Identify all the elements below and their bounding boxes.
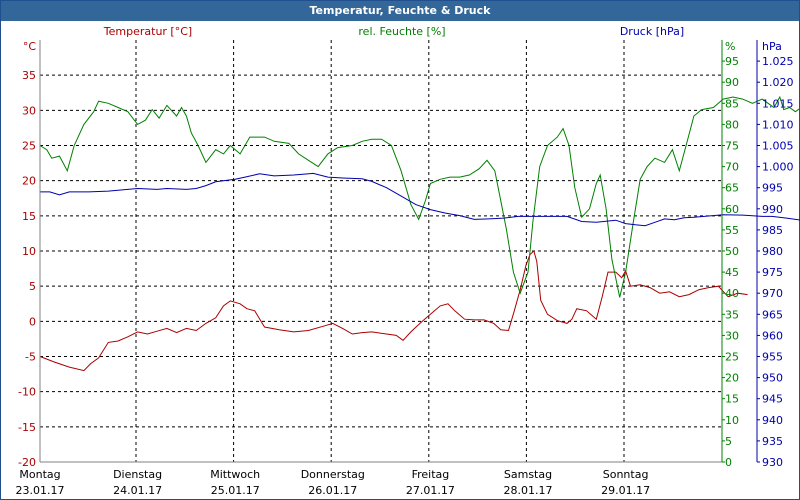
humidity-tick-label: 35 bbox=[725, 308, 739, 321]
temperature-tick-label: -5 bbox=[25, 351, 36, 364]
humidity-tick-label: 10 bbox=[725, 414, 739, 427]
humidity-tick-label: 90 bbox=[725, 76, 739, 89]
temperature-tick-label: 10 bbox=[22, 245, 36, 258]
temperature-tick-label: -10 bbox=[18, 386, 36, 399]
x-tick-day-label: Mittwoch bbox=[210, 468, 260, 481]
humidity-tick-label: 30 bbox=[725, 329, 739, 342]
x-tick-date-label: 28.01.17 bbox=[504, 484, 553, 497]
x-tick-day-label: Sonntag bbox=[603, 468, 649, 481]
x-tick-day-label: Donnerstag bbox=[301, 468, 365, 481]
pressure-tick-label: 1.015 bbox=[762, 97, 794, 110]
x-tick-date-label: 24.01.17 bbox=[113, 484, 162, 497]
pressure-tick-label: 965 bbox=[762, 308, 783, 321]
pressure-tick-label: 995 bbox=[762, 182, 783, 195]
window-title: Temperatur, Feuchte & Druck bbox=[1, 1, 799, 21]
temperature-axis-label: Temperatur [°C] bbox=[103, 25, 192, 38]
temperature-tick-label: 5 bbox=[29, 280, 36, 293]
pressure-tick-label: 940 bbox=[762, 414, 783, 427]
x-tick-day-label: Dienstag bbox=[113, 468, 162, 481]
temperature-tick-label: 20 bbox=[22, 175, 36, 188]
pressure-tick-label: 960 bbox=[762, 329, 783, 342]
humidity-tick-label: 85 bbox=[725, 97, 739, 110]
pressure-tick-label: 930 bbox=[762, 456, 783, 469]
pressure-tick-label: 955 bbox=[762, 351, 783, 364]
pressure-unit-label: hPa bbox=[762, 40, 782, 53]
pressure-tick-label: 980 bbox=[762, 245, 783, 258]
temperature-tick-label: 35 bbox=[22, 69, 36, 82]
x-tick-day-label: Freitag bbox=[412, 468, 450, 481]
x-tick-date-label: 27.01.17 bbox=[406, 484, 455, 497]
pressure-tick-label: 1.025 bbox=[762, 55, 794, 68]
humidity-tick-label: 40 bbox=[725, 287, 739, 300]
temperature-tick-label: 15 bbox=[22, 210, 36, 223]
grid bbox=[40, 40, 722, 462]
humidity-tick-label: 55 bbox=[725, 224, 739, 237]
pressure-tick-label: 1.010 bbox=[762, 118, 794, 131]
humidity-tick-label: 5 bbox=[725, 435, 732, 448]
humidity-tick-label: 65 bbox=[725, 182, 739, 195]
pressure-series-line bbox=[40, 172, 800, 227]
temperature-tick-label: -20 bbox=[18, 456, 36, 469]
pressure-tick-label: 970 bbox=[762, 287, 783, 300]
humidity-tick-label: 15 bbox=[725, 393, 739, 406]
humidity-unit-label: % bbox=[725, 40, 735, 53]
temperature-series-line bbox=[39, 250, 748, 372]
humidity-axis-label: rel. Feuchte [%] bbox=[358, 25, 445, 38]
humidity-tick-label: 50 bbox=[725, 245, 739, 258]
x-tick-date-label: 26.01.17 bbox=[308, 484, 357, 497]
x-tick-day-label: Montag bbox=[19, 468, 60, 481]
x-tick-date-label: 25.01.17 bbox=[211, 484, 260, 497]
humidity-tick-label: 60 bbox=[725, 203, 739, 216]
pressure-tick-label: 990 bbox=[762, 203, 783, 216]
series-lines bbox=[39, 95, 800, 372]
humidity-tick-label: 80 bbox=[725, 118, 739, 131]
humidity-tick-label: 75 bbox=[725, 140, 739, 153]
pressure-tick-label: 1.000 bbox=[762, 161, 794, 174]
x-tick-date-label: 23.01.17 bbox=[16, 484, 65, 497]
axis-labels: Temperatur [°C] rel. Feuchte [%] Druck [hP… bbox=[16, 25, 794, 497]
humidity-tick-label: 70 bbox=[725, 161, 739, 174]
pressure-tick-label: 1.005 bbox=[762, 140, 794, 153]
humidity-tick-label: 95 bbox=[725, 55, 739, 68]
temperature-unit-label: °C bbox=[23, 40, 37, 53]
humidity-tick-label: 25 bbox=[725, 351, 739, 364]
humidity-series-line bbox=[39, 95, 800, 298]
temperature-tick-label: -15 bbox=[18, 421, 36, 434]
temperature-tick-label: 25 bbox=[22, 140, 36, 153]
pressure-tick-label: 945 bbox=[762, 393, 783, 406]
x-tick-date-label: 29.01.17 bbox=[601, 484, 650, 497]
pressure-tick-label: 950 bbox=[762, 372, 783, 385]
plot-frame bbox=[39, 40, 758, 463]
pressure-tick-label: 985 bbox=[762, 224, 783, 237]
humidity-tick-label: 0 bbox=[725, 456, 732, 469]
pressure-tick-label: 975 bbox=[762, 266, 783, 279]
temperature-tick-label: 30 bbox=[22, 104, 36, 117]
pressure-tick-label: 1.020 bbox=[762, 76, 794, 89]
pressure-tick-label: 935 bbox=[762, 435, 783, 448]
temperature-tick-label: 0 bbox=[29, 315, 36, 328]
x-tick-day-label: Samstag bbox=[504, 468, 552, 481]
humidity-tick-label: 45 bbox=[725, 266, 739, 279]
humidity-tick-label: 20 bbox=[725, 372, 739, 385]
pressure-axis-label: Druck [hPa] bbox=[620, 25, 684, 38]
